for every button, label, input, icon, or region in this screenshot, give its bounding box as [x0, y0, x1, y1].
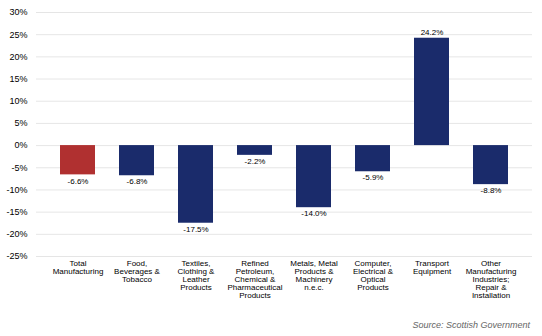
svg-text:-20%: -20%	[6, 229, 27, 239]
svg-text:-10%: -10%	[6, 185, 27, 195]
svg-text:TransportEquipment: TransportEquipment	[413, 259, 452, 276]
svg-text:-8.8%: -8.8%	[481, 186, 502, 195]
svg-text:5%: 5%	[14, 118, 27, 128]
svg-text:-25%: -25%	[6, 251, 27, 261]
svg-text:25%: 25%	[9, 30, 27, 40]
svg-text:Computer,Electrical &OpticalPr: Computer,Electrical &OpticalProducts	[353, 259, 394, 292]
svg-text:Metals, MetalProducts &Machine: Metals, MetalProducts &Machineryn.e.c.	[290, 259, 338, 292]
svg-text:30%: 30%	[9, 7, 27, 17]
svg-text:RefinedPetroleum,Chemical &Pha: RefinedPetroleum,Chemical &Pharmaceutica…	[227, 259, 282, 300]
svg-text:OtherManufacturingIndustries;R: OtherManufacturingIndustries;Repair &Ins…	[466, 259, 517, 300]
svg-text:-6.6%: -6.6%	[68, 177, 89, 186]
svg-text:0%: 0%	[14, 140, 27, 150]
html-text:Source: Scottish Government: Source: Scottish Government	[412, 320, 530, 330]
svg-text:10%: 10%	[9, 96, 27, 106]
svg-text:15%: 15%	[9, 74, 27, 84]
svg-text:-15%: -15%	[6, 207, 27, 217]
svg-text:24.2%: 24.2%	[421, 28, 444, 37]
svg-text:Food,Beverages &Tobacco: Food,Beverages &Tobacco	[114, 259, 160, 284]
svg-text:Textiles,Clothing &LeatherProd: Textiles,Clothing &LeatherProducts	[178, 259, 216, 292]
svg-text:-6.8%: -6.8%	[127, 177, 148, 186]
svg-text:TotalManufacturing: TotalManufacturing	[53, 259, 104, 276]
svg-text:20%: 20%	[9, 52, 27, 62]
svg-text:-5%: -5%	[11, 163, 27, 173]
svg-text:-2.2%: -2.2%	[245, 157, 266, 166]
svg-text:-17.5%: -17.5%	[183, 225, 208, 234]
svg-text:-5.9%: -5.9%	[363, 173, 384, 182]
svg-text:-14.0%: -14.0%	[301, 209, 326, 218]
